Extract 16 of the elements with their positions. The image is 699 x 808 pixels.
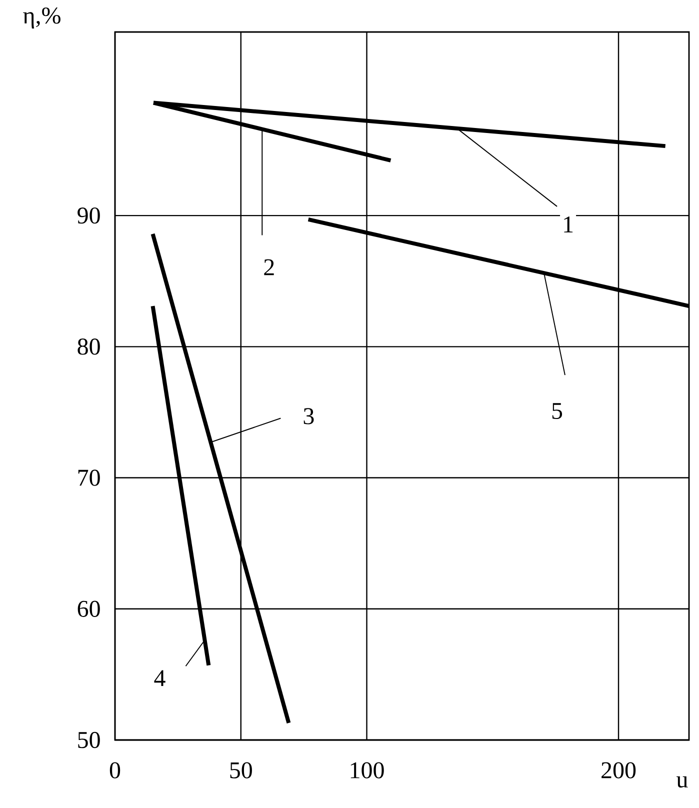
x-tick-label: 100 [350, 762, 384, 778]
y-tick-label: 80 [78, 338, 100, 355]
y-axis-title: η,% [23, 7, 60, 29]
y-tick-label: 50 [78, 732, 100, 748]
y-tick-label: 90 [78, 207, 100, 224]
x-axis-title: u [676, 776, 688, 788]
x-tick-label: 0 [110, 762, 120, 778]
x-tick-label: 50 [230, 762, 252, 778]
text: 5 [552, 403, 562, 420]
text: 1 [564, 216, 573, 232]
x-tick-label: 200 [602, 762, 636, 778]
y-tick-label: 70 [78, 470, 100, 486]
series-label: 4 [154, 670, 166, 686]
legend-label: 3 [304, 408, 314, 424]
y-tick-label: 60 [78, 600, 100, 617]
text: 2 [264, 259, 274, 276]
